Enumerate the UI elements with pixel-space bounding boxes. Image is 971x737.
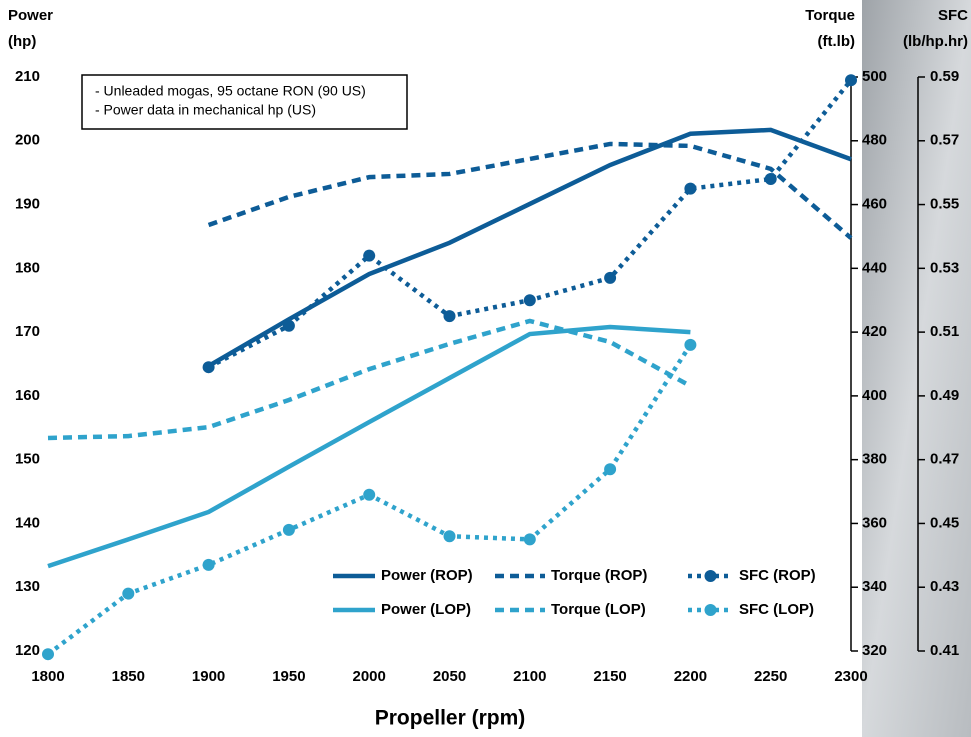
marker <box>122 587 135 600</box>
y2-tick-label: 380 <box>862 451 887 468</box>
legend-marker <box>704 570 717 582</box>
y-label: Power <box>8 7 53 24</box>
legend-label: SFC (LOP) <box>739 601 814 618</box>
series-line <box>47 318 692 441</box>
x-tick-label: 2000 <box>353 668 386 685</box>
y3-tick-label: 0.53 <box>930 259 959 276</box>
y2-tick-label: 400 <box>862 387 887 404</box>
marker <box>202 558 215 571</box>
x-tick-label: 2150 <box>593 668 626 685</box>
y-tick-label: 150 <box>15 451 40 468</box>
y2-tick-label: 460 <box>862 196 887 213</box>
y3-tick-label: 0.49 <box>930 387 959 404</box>
annotation: - Power data in mechanical hp (US) <box>95 102 316 118</box>
y3-tick-label: 0.47 <box>930 451 959 468</box>
marker <box>443 310 456 323</box>
marker <box>282 523 295 536</box>
x-tick-label: 2300 <box>834 668 867 685</box>
marker <box>282 319 295 332</box>
legend-label: Torque (ROP) <box>551 567 647 584</box>
x-tick-label: 2200 <box>674 668 707 685</box>
y3-tick-label: 0.51 <box>930 323 959 340</box>
marker <box>764 173 777 186</box>
y3-label: (lb/hp.hr) <box>903 33 968 50</box>
background-panel <box>862 0 971 737</box>
y3-tick-label: 0.59 <box>930 68 959 85</box>
y-tick-label: 170 <box>15 323 40 340</box>
marker <box>684 338 697 351</box>
marker <box>42 648 54 661</box>
y3-tick-label: 0.57 <box>930 132 959 149</box>
annotation-box <box>81 74 408 130</box>
y-tick-label: 120 <box>15 642 40 659</box>
marker <box>604 271 617 284</box>
marker <box>202 361 215 374</box>
legend-label: Power (ROP) <box>381 567 473 584</box>
y-tick-label: 180 <box>15 259 40 276</box>
y2-tick-label: 340 <box>862 578 887 595</box>
legend-label: Power (LOP) <box>381 601 471 618</box>
x-tick-label: 1800 <box>31 668 64 685</box>
y-tick-label: 160 <box>15 387 40 404</box>
legend-label: Torque (LOP) <box>551 601 646 618</box>
y-tick-label: 210 <box>15 68 40 85</box>
y2-label: Torque <box>805 7 855 24</box>
marker <box>363 488 376 501</box>
x-tick-label: 2250 <box>754 668 787 685</box>
y-tick-label: 140 <box>15 514 40 531</box>
series-line <box>207 127 852 368</box>
y2-tick-label: 500 <box>862 68 887 85</box>
y3-tick-label: 0.55 <box>930 196 959 213</box>
marker <box>443 530 456 543</box>
y3-tick-label: 0.41 <box>930 642 959 659</box>
marker <box>523 533 536 546</box>
y3-tick-label: 0.43 <box>930 578 959 595</box>
y-tick-label: 190 <box>15 196 40 213</box>
y2-tick-label: 320 <box>862 642 887 659</box>
x-tick-label: 1850 <box>112 668 145 685</box>
legend-label: SFC (ROP) <box>739 567 816 584</box>
x-tick-label: 1900 <box>192 668 225 685</box>
marker <box>604 463 617 476</box>
series-line <box>47 324 691 569</box>
y2-tick-label: 480 <box>862 132 887 149</box>
marker <box>523 294 536 307</box>
x-tick-label: 2050 <box>433 668 466 685</box>
y2-tick-label: 440 <box>862 259 887 276</box>
y3-tick-label: 0.45 <box>930 514 959 531</box>
y-tick-label: 200 <box>15 132 40 149</box>
y2-tick-label: 360 <box>862 514 887 531</box>
x-tick-label: 2100 <box>513 668 546 685</box>
marker <box>363 249 376 262</box>
y3-label: SFC <box>938 7 968 24</box>
y2-tick-label: 420 <box>862 323 887 340</box>
marker <box>684 182 697 195</box>
y-tick-label: 130 <box>15 578 40 595</box>
annotation: - Unleaded mogas, 95 octane RON (90 US) <box>95 83 366 99</box>
legend-marker <box>704 604 717 616</box>
series-line <box>207 141 853 240</box>
marker <box>845 74 857 87</box>
y-label: (hp) <box>8 33 36 50</box>
x-tick-label: 1950 <box>272 668 305 685</box>
x-label: Propeller (rpm) <box>375 707 526 730</box>
y2-label: (ft.lb) <box>818 33 855 50</box>
